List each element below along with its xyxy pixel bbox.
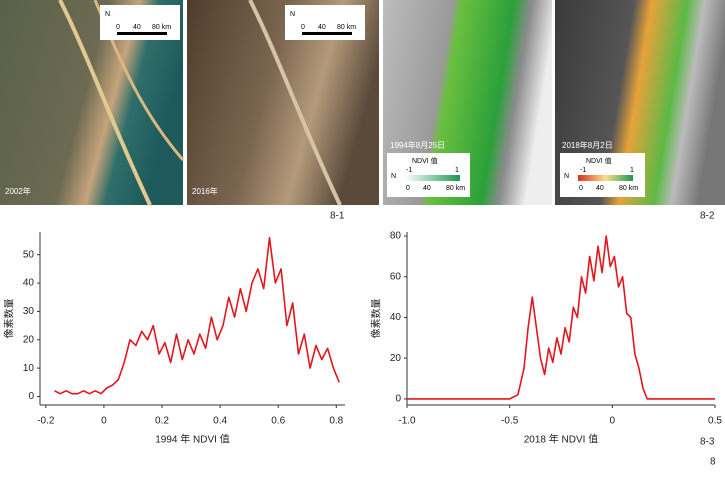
scale-label: 40 [318,24,326,31]
x-axis-label: 1994 年 NDVI 值 [155,433,229,446]
panel-label: 8-2 [700,211,715,222]
image-caption: 2018年8月2日 [562,140,613,150]
legend-label: 1 [455,167,459,174]
y-tick-label: 40 [390,312,402,323]
scale-label: 80 km [337,24,356,31]
scale-label: 0 [579,185,583,192]
scale-label: 40 [596,185,604,192]
y-tick-label: 30 [23,306,35,317]
x-tick-label: -0.2 [37,416,55,427]
scale-label: 80 km [446,185,465,192]
compass: N [290,11,295,18]
x-axis-label: 2018 年 NDVI 值 [524,433,598,446]
x-tick-label: 0 [610,416,616,427]
data-line [407,235,715,400]
legend-label: 1 [630,167,634,174]
image-caption: 1994年8月25日 [390,140,445,150]
y-axis-label: 像素数量 [370,299,383,339]
compass: N [105,11,110,18]
y-tick-label: 60 [390,271,402,282]
y-tick-label: 40 [23,278,35,289]
panel-label: 8-1 [330,211,345,222]
panel-label: 8-3 [700,437,715,448]
x-tick-label: 0.2 [155,416,169,427]
image-caption: 2002年 [5,186,31,196]
y-tick-label: 20 [23,334,35,345]
x-tick-label: 0.4 [213,416,227,427]
y-tick-label: 80 [390,231,402,242]
legend-title: NDVI 值 [586,156,612,165]
legend-label: -1 [406,167,412,174]
x-tick-label: 0 [101,416,107,427]
x-tick-label: -1.0 [398,416,416,427]
y-tick-label: 20 [390,353,402,364]
satellite-image: N 0 40 80 km 2002年 [0,0,185,206]
ndvi-image: 1994年8月25日 NDVI 值 -1 1 N 0 40 80 km [383,0,552,205]
compass: N [391,173,396,180]
data-line [54,236,340,395]
scale-label: 80 km [152,24,171,31]
legend-label: -1 [580,167,586,174]
legend-title: NDVI 值 [412,156,438,165]
y-tick-label: 50 [23,249,35,260]
y-tick-label: 0 [28,391,34,402]
scale-label: 0 [301,24,305,31]
x-tick-label: 0.5 [708,416,722,427]
y-axis-label: 像素数量 [3,299,16,339]
scale-label: 40 [133,24,141,31]
y-tick-label: 0 [395,394,401,405]
panel-label: 8 [710,457,716,468]
y-tick-label: 10 [23,363,35,374]
scale-label: 0 [116,24,120,31]
compass: N [564,173,569,180]
ndvi-image: 2018年8月2日 NDVI 值 -1 1 N 0 40 80 km [555,0,725,205]
scale-label: 80 km [619,185,638,192]
scale-label: 40 [423,185,431,192]
scale-label: 0 [406,185,410,192]
satellite-image: N 0 40 80 km 2016年 [187,0,379,206]
image-caption: 2016年 [192,186,218,196]
x-tick-label: -0.5 [501,416,519,427]
x-tick-label: 0.8 [329,416,343,427]
x-tick-label: 0.6 [271,416,285,427]
